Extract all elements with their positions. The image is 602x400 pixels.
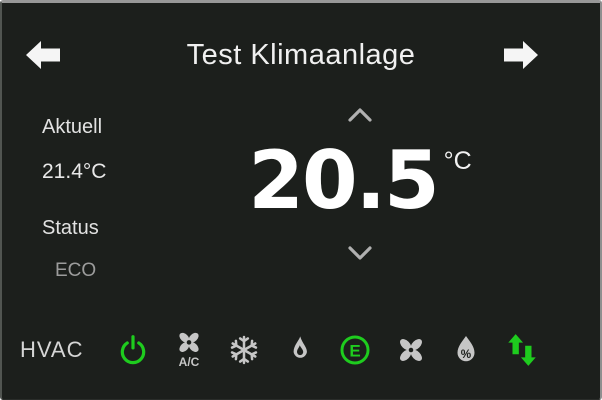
next-device-button[interactable]	[502, 38, 540, 72]
cooling-mode-button[interactable]	[223, 328, 265, 372]
power-button[interactable]	[112, 328, 154, 372]
arrow-left-icon	[26, 41, 60, 69]
fan-mode-button[interactable]	[390, 328, 432, 372]
dehumidify-mode-button[interactable]: %	[445, 328, 487, 372]
flame-icon	[293, 336, 307, 358]
ac-mode-button[interactable]: A/C	[168, 328, 210, 372]
arrows-up-down-icon	[508, 334, 536, 366]
heating-mode-button[interactable]	[279, 328, 321, 372]
eco-letter: E	[350, 341, 361, 360]
setpoint-unit: °C	[443, 147, 472, 175]
ac-text: A/C	[178, 355, 199, 369]
ac-mode-icon: A/C	[178, 332, 199, 369]
chevron-up-icon	[348, 108, 372, 122]
percent-text: %	[461, 348, 472, 361]
current-temp-value: 21.4°C	[42, 160, 107, 183]
hvac-status-bar: HVAC A/C	[2, 327, 600, 373]
status-value: ECO	[55, 260, 97, 281]
airflow-updown-button[interactable]	[501, 328, 543, 372]
setpoint-value: 20.5	[248, 134, 439, 227]
fan-icon	[399, 339, 422, 361]
header: Test Klimaanlage	[2, 3, 600, 93]
eco-mode-button[interactable]: E	[334, 328, 376, 372]
status-label: Status	[42, 217, 99, 239]
chevron-down-icon	[348, 246, 372, 260]
page-title: Test Klimaanlage	[186, 39, 416, 71]
eco-mode-icon: E	[340, 335, 370, 365]
power-icon	[120, 335, 146, 365]
humidity-drop-icon: %	[457, 335, 475, 362]
setpoint-control: 20.5 °C	[248, 107, 472, 261]
hvac-label: HVAC	[20, 337, 84, 362]
snowflake-icon	[229, 335, 259, 365]
readout-panel: Aktuell 21.4°C Status ECO	[42, 115, 192, 283]
increase-temp-button[interactable]	[347, 107, 373, 123]
hvac-icon-row: A/C	[112, 328, 543, 372]
prev-device-button[interactable]	[24, 38, 62, 72]
decrease-temp-button[interactable]	[347, 245, 373, 261]
arrow-right-icon	[504, 41, 538, 69]
setpoint-display: 20.5 °C	[248, 134, 472, 227]
current-temp-label: Aktuell	[42, 116, 103, 138]
